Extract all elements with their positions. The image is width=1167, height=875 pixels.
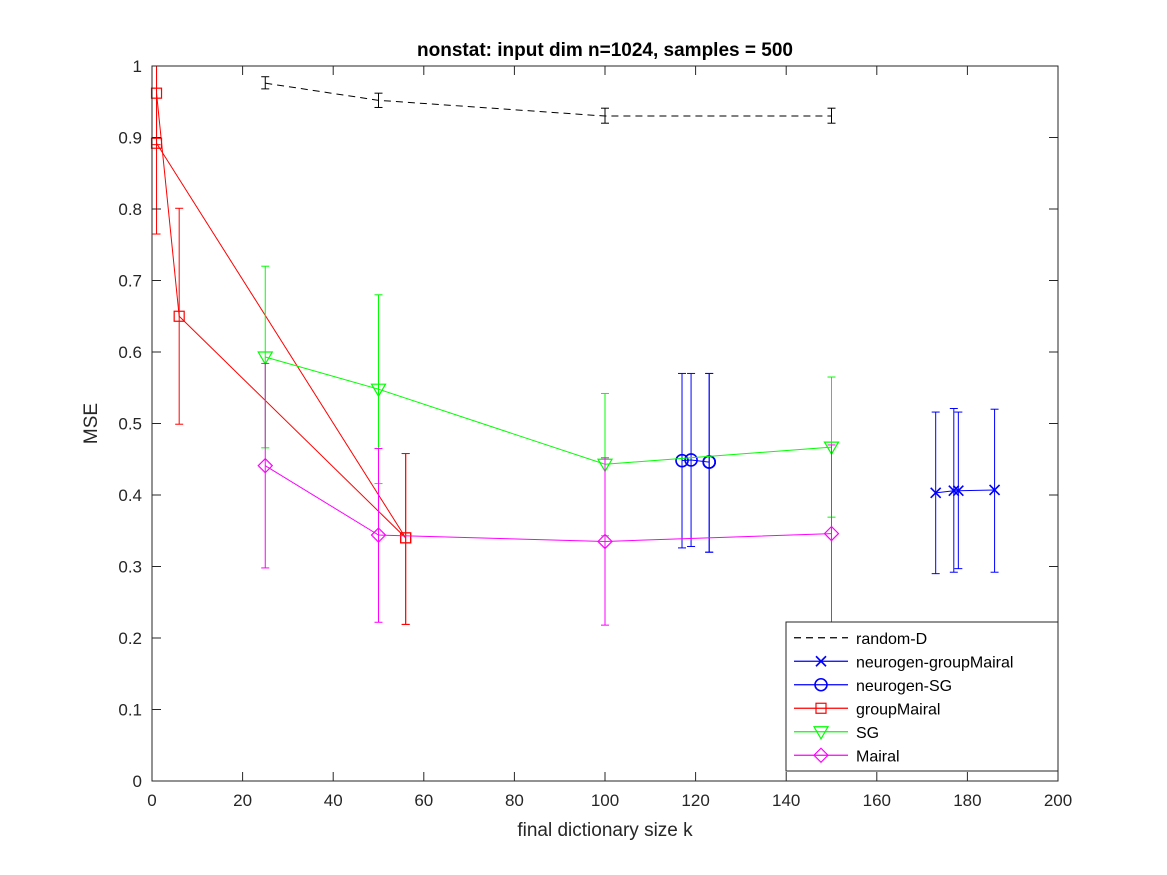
- error-bar: [374, 448, 383, 623]
- error-bar: [401, 453, 410, 625]
- y-tick-label: 0: [133, 772, 142, 791]
- error-bar: [678, 372, 687, 549]
- data-point: [948, 485, 960, 497]
- legend-label: random-D: [856, 631, 927, 648]
- legend-item: neurogen-groupMairal: [794, 654, 1013, 671]
- series-random-d: [261, 76, 836, 124]
- y-tick-label: 0.3: [118, 558, 142, 577]
- x-tick-label: 60: [414, 791, 433, 810]
- error-bar: [374, 92, 383, 108]
- error-bar: [261, 362, 270, 569]
- legend-swatch-marker: [815, 655, 827, 667]
- series-line-sg: [265, 356, 832, 465]
- legend-item: random-D: [794, 631, 927, 648]
- series-mairal: [257, 362, 840, 626]
- ticks-layer: 0 20 40 60 80 100 120 140 160 180 200 0 0.1 0.2 0.3 0.4…: [118, 57, 1072, 810]
- y-tick-label: 0.4: [118, 486, 142, 505]
- legend-label: neurogen-groupMairal: [856, 654, 1013, 671]
- legend-item: neurogen-SG: [794, 678, 952, 695]
- legend-swatch-marker: [815, 702, 827, 714]
- legend-item: groupMairal: [794, 701, 940, 718]
- x-tick-label: 40: [324, 791, 343, 810]
- y-tick-label: 0.6: [118, 343, 142, 362]
- data-point: [400, 532, 412, 544]
- data-point: [257, 457, 274, 474]
- legend-label: groupMairal: [856, 701, 940, 718]
- x-tick-label: 20: [233, 791, 252, 810]
- series-neurogen-groupmairal: [930, 407, 1001, 575]
- data-point: [370, 383, 387, 398]
- y-tick-label: 0.9: [118, 129, 142, 148]
- x-marker-stroke: [815, 655, 827, 667]
- data-point: [173, 310, 185, 322]
- legend-label: neurogen-SG: [856, 678, 952, 695]
- error-bar: [827, 107, 836, 124]
- x-marker-stroke: [930, 487, 942, 499]
- x-marker-stroke: [948, 485, 960, 497]
- data-point: [684, 453, 698, 467]
- series-layer: [150, 65, 1001, 626]
- x-tick-label: 160: [863, 791, 891, 810]
- x-tick-label: 140: [772, 791, 800, 810]
- legend-label: Mairal: [856, 748, 900, 765]
- series-line-neurogen-groupmairal: [935, 489, 995, 494]
- legend-label: SG: [856, 725, 879, 742]
- legend-box: [785, 621, 1059, 772]
- legend-swatch-marker: [813, 747, 829, 764]
- data-point: [597, 533, 613, 550]
- legend-swatch-marker: [814, 677, 828, 692]
- series-line-mairal: [264, 465, 832, 542]
- series-groupmairal: [150, 65, 412, 625]
- data-point: [952, 485, 964, 497]
- x-tick-label: 200: [1044, 791, 1072, 810]
- x-tick-label: 100: [591, 791, 619, 810]
- y-tick-label: 0.8: [118, 200, 142, 219]
- legend-item: Mairal: [794, 747, 900, 765]
- chart-title: nonstat: input dim n=1024, samples = 500: [417, 40, 793, 61]
- legend-item: SG: [794, 725, 879, 742]
- data-point: [370, 527, 387, 543]
- error-bar: [175, 207, 184, 425]
- error-bar: [601, 107, 609, 124]
- data-point: [989, 484, 1001, 496]
- x-tick-label: 0: [147, 791, 156, 810]
- x-tick-label: 120: [681, 791, 709, 810]
- data-point: [823, 525, 840, 542]
- data-point: [257, 351, 274, 366]
- x-tick-label: 180: [953, 791, 981, 810]
- x-tick-label: 80: [505, 791, 524, 810]
- series-neurogen-sg: [675, 372, 716, 553]
- legend-swatch-marker: [812, 726, 830, 740]
- series-line-random-d: [265, 82, 832, 117]
- y-tick-label: 0.7: [118, 272, 142, 291]
- data-point: [823, 441, 840, 456]
- y-axis-label: MSE: [81, 403, 102, 444]
- error-bar: [601, 457, 609, 626]
- y-tick-label: 0.1: [118, 701, 142, 720]
- error-bar: [261, 76, 270, 90]
- x-axis-label: final dictionary size k: [517, 820, 693, 841]
- x-marker-stroke: [989, 484, 1001, 496]
- data-point: [930, 487, 942, 499]
- data-point: [675, 453, 689, 468]
- x-marker-stroke: [952, 485, 964, 497]
- y-tick-label: 0.5: [118, 415, 142, 434]
- y-tick-label: 0.2: [118, 629, 142, 648]
- error-bar: [687, 372, 696, 547]
- y-tick-label: 1: [133, 57, 142, 76]
- error-bar: [705, 372, 714, 553]
- legend: random-D neurogen-groupMairal neurogen-SG g…: [785, 621, 1059, 772]
